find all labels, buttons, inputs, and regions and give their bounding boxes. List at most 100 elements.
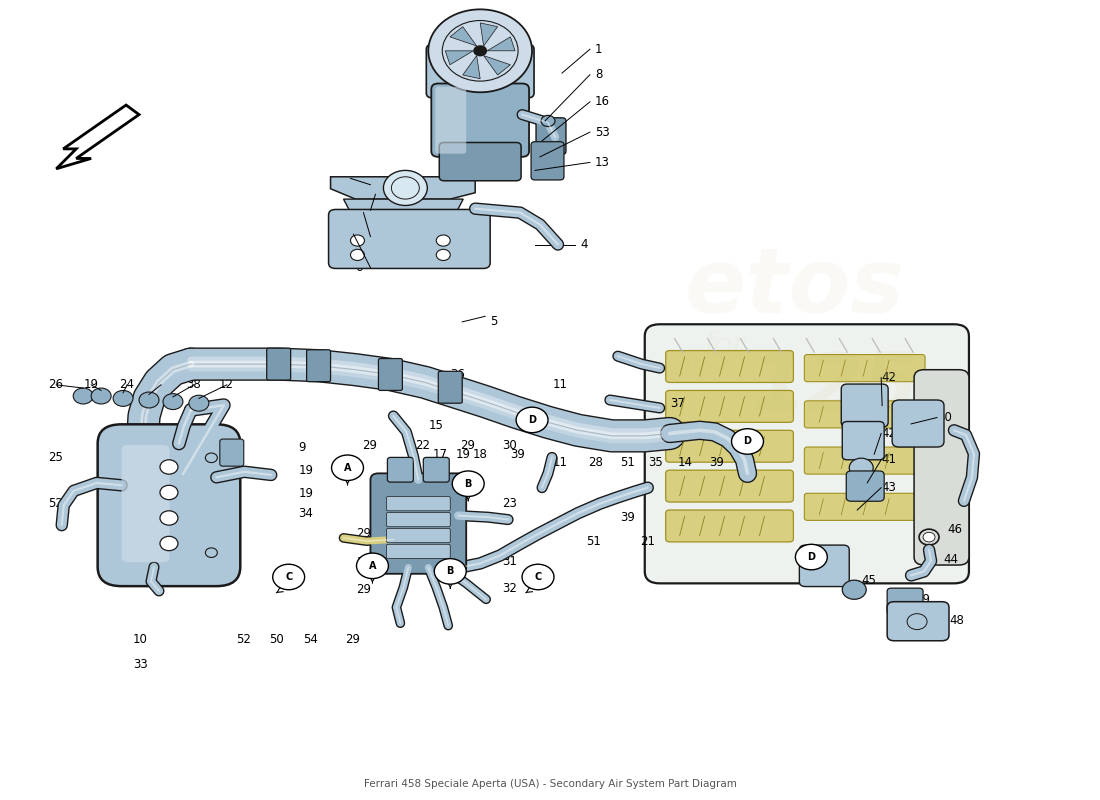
Polygon shape xyxy=(484,56,510,75)
Text: 39: 39 xyxy=(510,448,525,461)
Text: 24: 24 xyxy=(119,378,134,391)
Circle shape xyxy=(331,455,363,481)
Text: 51: 51 xyxy=(619,456,635,469)
Text: 22: 22 xyxy=(416,439,430,452)
Text: 47: 47 xyxy=(820,553,834,566)
FancyBboxPatch shape xyxy=(666,430,793,462)
FancyBboxPatch shape xyxy=(386,497,450,511)
Polygon shape xyxy=(56,105,139,169)
FancyBboxPatch shape xyxy=(266,348,290,380)
Text: 51: 51 xyxy=(586,534,601,548)
Circle shape xyxy=(428,10,532,92)
Polygon shape xyxy=(331,177,475,199)
Circle shape xyxy=(516,407,548,433)
Text: A: A xyxy=(368,561,376,571)
FancyBboxPatch shape xyxy=(431,83,529,157)
FancyBboxPatch shape xyxy=(531,142,564,180)
Circle shape xyxy=(189,395,209,411)
Text: 41: 41 xyxy=(881,454,896,466)
Text: 54: 54 xyxy=(302,633,318,646)
Text: C: C xyxy=(535,572,541,582)
Circle shape xyxy=(437,235,450,246)
Text: 3: 3 xyxy=(355,230,363,243)
Text: 13: 13 xyxy=(595,156,609,169)
Text: 11: 11 xyxy=(553,378,568,390)
Text: 39: 39 xyxy=(710,456,725,469)
Polygon shape xyxy=(446,51,473,65)
Text: 18: 18 xyxy=(472,448,487,461)
FancyBboxPatch shape xyxy=(122,445,169,562)
FancyBboxPatch shape xyxy=(438,371,462,403)
Text: 22: 22 xyxy=(410,521,426,534)
Text: 7: 7 xyxy=(355,204,363,217)
Text: 8: 8 xyxy=(595,68,603,82)
Text: 29: 29 xyxy=(460,439,475,452)
FancyBboxPatch shape xyxy=(843,422,884,460)
Circle shape xyxy=(351,235,364,246)
FancyBboxPatch shape xyxy=(98,424,240,586)
Text: 6: 6 xyxy=(355,261,363,274)
FancyBboxPatch shape xyxy=(386,513,450,526)
Circle shape xyxy=(113,390,133,406)
Circle shape xyxy=(160,536,178,550)
Text: 20: 20 xyxy=(153,378,168,391)
Text: C: C xyxy=(285,572,293,582)
Text: 30: 30 xyxy=(502,439,517,452)
Text: 36: 36 xyxy=(390,362,405,374)
Text: 38: 38 xyxy=(186,378,200,391)
Text: 19: 19 xyxy=(455,448,470,461)
Text: 26: 26 xyxy=(48,378,64,391)
Text: 10: 10 xyxy=(133,633,147,646)
Text: 44: 44 xyxy=(943,553,958,566)
Text: 37: 37 xyxy=(670,398,684,410)
Text: 36: 36 xyxy=(450,368,465,381)
Text: 16: 16 xyxy=(595,95,609,108)
Text: 52: 52 xyxy=(48,497,63,510)
Text: 39: 39 xyxy=(619,510,635,524)
FancyBboxPatch shape xyxy=(220,439,244,466)
Text: 21: 21 xyxy=(640,534,654,548)
Circle shape xyxy=(74,388,94,404)
Text: 49: 49 xyxy=(915,593,931,606)
Circle shape xyxy=(843,580,866,599)
FancyBboxPatch shape xyxy=(645,324,969,583)
FancyBboxPatch shape xyxy=(846,471,884,502)
Text: 28: 28 xyxy=(587,456,603,469)
Text: 19: 19 xyxy=(298,486,314,500)
FancyBboxPatch shape xyxy=(427,45,534,98)
Text: for: for xyxy=(704,331,746,360)
Circle shape xyxy=(160,460,178,474)
FancyBboxPatch shape xyxy=(666,350,793,382)
FancyBboxPatch shape xyxy=(536,118,566,154)
Text: 33: 33 xyxy=(133,658,147,671)
Text: 29: 29 xyxy=(363,439,377,452)
Text: D: D xyxy=(807,552,815,562)
Text: 25: 25 xyxy=(48,451,63,464)
Polygon shape xyxy=(487,37,515,51)
FancyBboxPatch shape xyxy=(666,510,793,542)
FancyBboxPatch shape xyxy=(804,447,925,474)
FancyBboxPatch shape xyxy=(378,358,403,390)
FancyBboxPatch shape xyxy=(329,210,491,269)
Text: Ferrari 458 Speciale Aperta (USA) - Secondary Air System Part Diagram: Ferrari 458 Speciale Aperta (USA) - Seco… xyxy=(364,779,736,789)
Text: 5: 5 xyxy=(491,315,497,328)
Text: 29: 29 xyxy=(356,527,372,541)
Text: 17: 17 xyxy=(432,448,448,461)
Text: 14: 14 xyxy=(678,456,693,469)
FancyBboxPatch shape xyxy=(307,350,331,382)
Circle shape xyxy=(139,392,159,408)
Text: D: D xyxy=(744,437,751,446)
Text: B: B xyxy=(464,478,472,489)
FancyBboxPatch shape xyxy=(386,528,450,542)
Circle shape xyxy=(437,250,450,261)
Text: 1: 1 xyxy=(595,42,603,56)
FancyBboxPatch shape xyxy=(804,494,925,520)
Polygon shape xyxy=(343,199,463,218)
FancyBboxPatch shape xyxy=(887,602,949,641)
Text: 45: 45 xyxy=(861,574,876,587)
Text: D: D xyxy=(528,415,536,425)
Text: 9: 9 xyxy=(298,442,306,454)
FancyBboxPatch shape xyxy=(914,370,969,565)
Circle shape xyxy=(351,250,364,261)
Text: 32: 32 xyxy=(502,582,517,595)
